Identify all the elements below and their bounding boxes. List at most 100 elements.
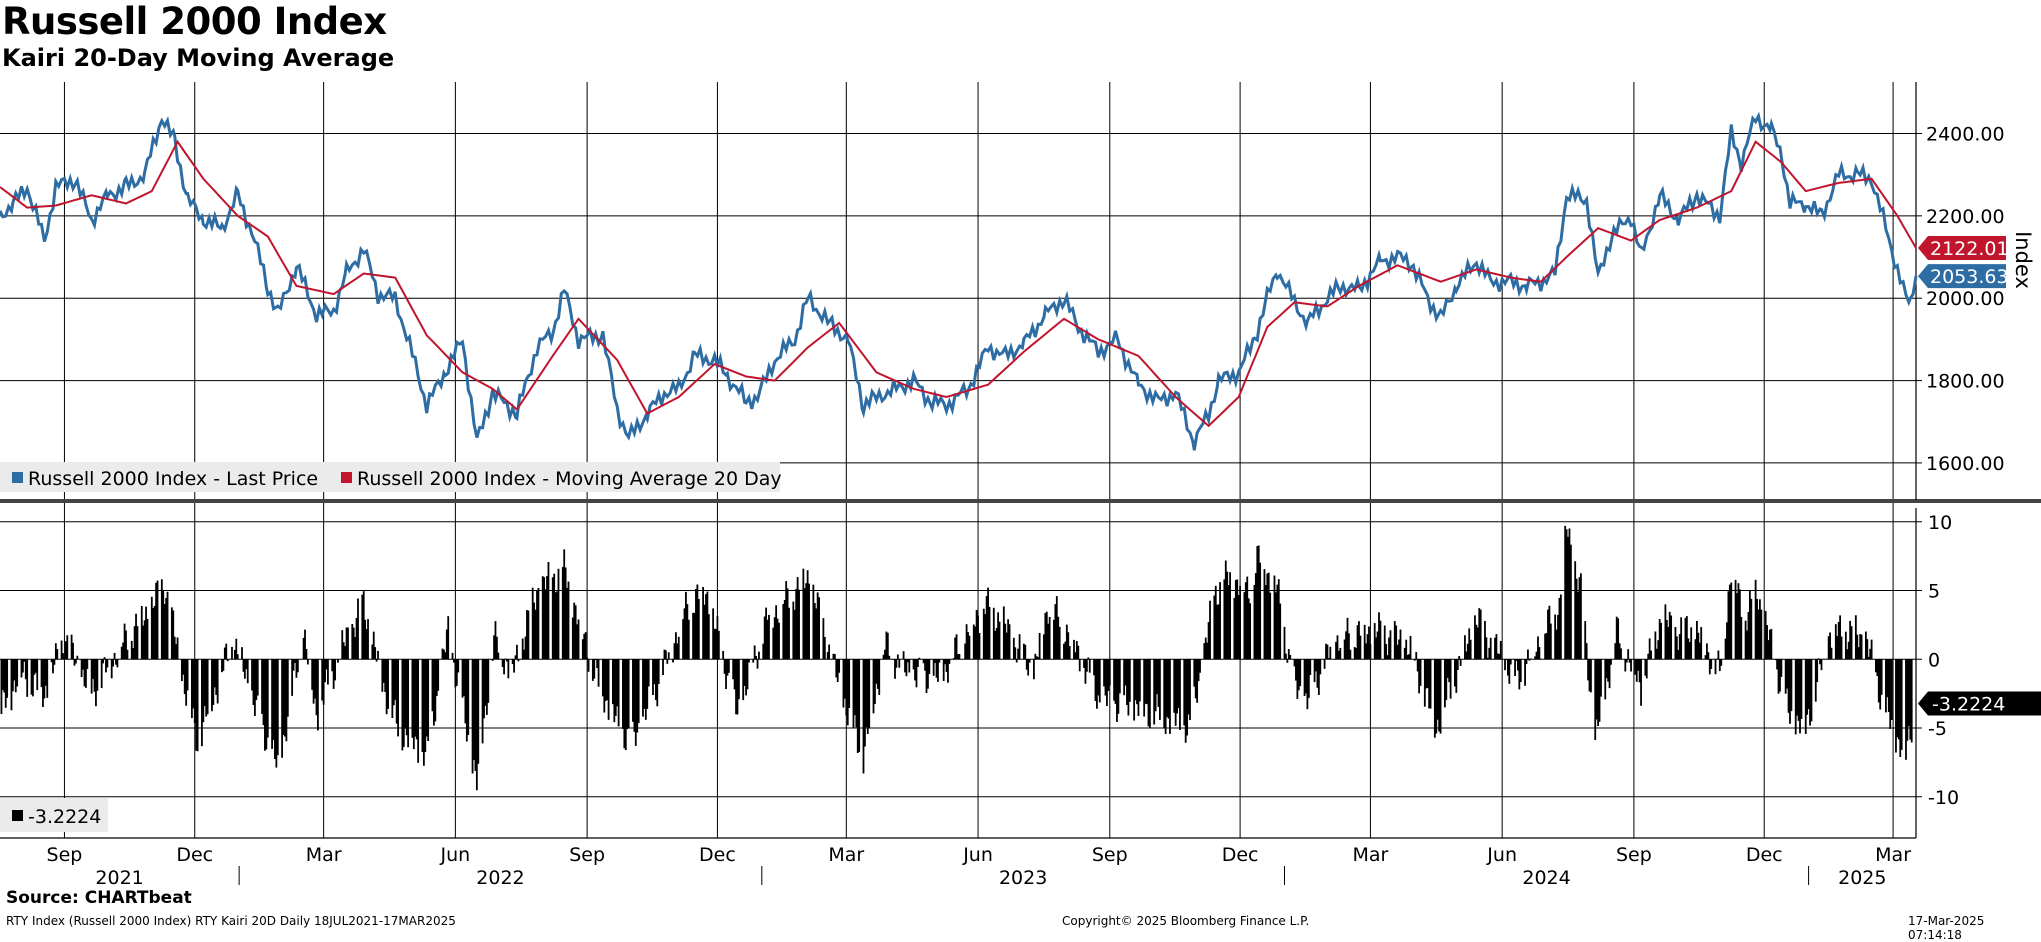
kairi-bar	[56, 649, 58, 659]
kairi-bar	[778, 623, 780, 660]
kairi-bar	[46, 659, 48, 698]
kairi-bar	[1087, 657, 1089, 659]
kairi-bar	[868, 659, 870, 727]
kairi-bar	[387, 659, 389, 709]
kairi-bar	[1059, 627, 1061, 659]
kairi-bar	[1526, 659, 1528, 664]
kairi-bar	[768, 615, 770, 659]
kairi-bar	[492, 659, 494, 661]
kairi-bar	[618, 659, 620, 726]
kairi-bar	[1891, 659, 1893, 720]
kairi-bar	[558, 569, 560, 659]
kairi-bar	[112, 659, 114, 666]
x-month-label-11: Jun	[1486, 844, 1517, 866]
kairi-bar	[1801, 659, 1803, 719]
kairi-tick-label-0: -10	[1928, 787, 1959, 809]
last-price-tag: 2053.63	[1918, 264, 2009, 288]
kairi-bar	[1069, 646, 1071, 659]
x-month-label-8: Sep	[1092, 844, 1128, 866]
legend-label-moving-average: Russell 2000 Index - Moving Average 20 D…	[357, 468, 782, 490]
kairi-bar	[487, 659, 489, 703]
x-year-label-3: 2024	[1522, 867, 1570, 885]
price-tick-label-3: 2200.00	[1926, 206, 2005, 228]
kairi-bar	[1199, 659, 1201, 673]
kairi-bar	[896, 659, 898, 667]
kairi-bar	[1089, 659, 1091, 672]
x-month-label-0: Sep	[47, 844, 83, 866]
kairi-bar	[838, 659, 840, 673]
kairi-bar	[834, 654, 836, 659]
kairi-bar	[1538, 647, 1540, 659]
kairi-bar	[1033, 659, 1035, 679]
kairi-bar	[1259, 563, 1261, 660]
kairi-bar	[818, 597, 820, 659]
kairi-bar	[102, 659, 104, 663]
kairi-bar	[16, 659, 18, 686]
x-year-label-4: 2025	[1838, 867, 1886, 885]
panel-divider	[0, 499, 2041, 503]
kairi-bar	[327, 659, 329, 684]
kairi-bar	[1550, 624, 1552, 660]
kairi-bar	[137, 626, 139, 659]
kairi-bar	[608, 659, 610, 720]
kairi-bar	[666, 659, 668, 664]
kairi-bar	[1079, 659, 1081, 671]
kairi-bar	[698, 599, 700, 659]
kairi-bar	[376, 659, 378, 661]
kairi-bar	[1500, 641, 1502, 659]
kairi-bar	[1670, 615, 1672, 659]
kairi-bar	[1570, 545, 1572, 660]
x-month-label-9: Dec	[1222, 844, 1259, 866]
kairi-bar	[1319, 659, 1321, 674]
kairi-bar	[1717, 651, 1719, 660]
kairi-bar	[1750, 599, 1752, 659]
kairi-bar	[1286, 659, 1288, 663]
kairi-bar	[1440, 659, 1442, 733]
kairi-bar	[1626, 659, 1628, 662]
kairi-bar	[1650, 651, 1652, 660]
kairi-bar	[1680, 617, 1682, 659]
kairi-bar	[114, 653, 116, 659]
x-month-label-6: Mar	[828, 844, 864, 866]
kairi-bar	[86, 659, 88, 669]
kairi-bar	[287, 659, 289, 716]
kairi-bar	[658, 659, 660, 684]
kairi-bar	[1620, 648, 1622, 659]
kairi-bar	[1420, 659, 1422, 686]
kairi-bar	[36, 659, 38, 690]
kairi-bar	[898, 659, 900, 667]
kairi-bar	[1077, 646, 1079, 660]
kairi-bar	[1590, 659, 1592, 692]
x-month-label-12: Sep	[1616, 844, 1652, 866]
kairi-bar	[688, 620, 690, 659]
kairi-bar	[938, 659, 940, 662]
kairi-bar	[1309, 659, 1311, 675]
kairi-bar	[1520, 659, 1522, 682]
kairi-bar	[106, 659, 108, 667]
kairi-bar	[959, 654, 961, 659]
kairi-bar	[337, 659, 339, 662]
kairi-bar	[1149, 659, 1151, 727]
kairi-bar	[222, 659, 224, 671]
kairi-bar	[897, 654, 899, 659]
kairi-bar	[467, 659, 469, 735]
kairi-bar	[513, 659, 515, 672]
kairi-bar	[447, 616, 449, 659]
kairi-bar	[1881, 659, 1883, 695]
kairi-bar	[1279, 604, 1281, 660]
kairi-bar	[1049, 617, 1051, 659]
kairi-bar	[207, 659, 209, 714]
x-year-label-1: 2022	[476, 867, 524, 885]
kairi-bar	[297, 659, 299, 672]
x-month-label-5: Dec	[699, 844, 736, 866]
source-label: Source: CHARTbeat	[6, 888, 192, 908]
kairi-bar	[367, 619, 369, 659]
kairi-bar	[585, 632, 587, 659]
kairi-bar	[1851, 626, 1853, 659]
kairi-bar	[225, 644, 227, 660]
kairi-bar	[1710, 659, 1712, 669]
kairi-bar	[127, 650, 129, 659]
kairi-bar	[407, 659, 409, 747]
footer-info: RTY Index (Russell 2000 Index) RTY Kairi…	[6, 914, 456, 928]
kairi-bar	[427, 659, 429, 741]
